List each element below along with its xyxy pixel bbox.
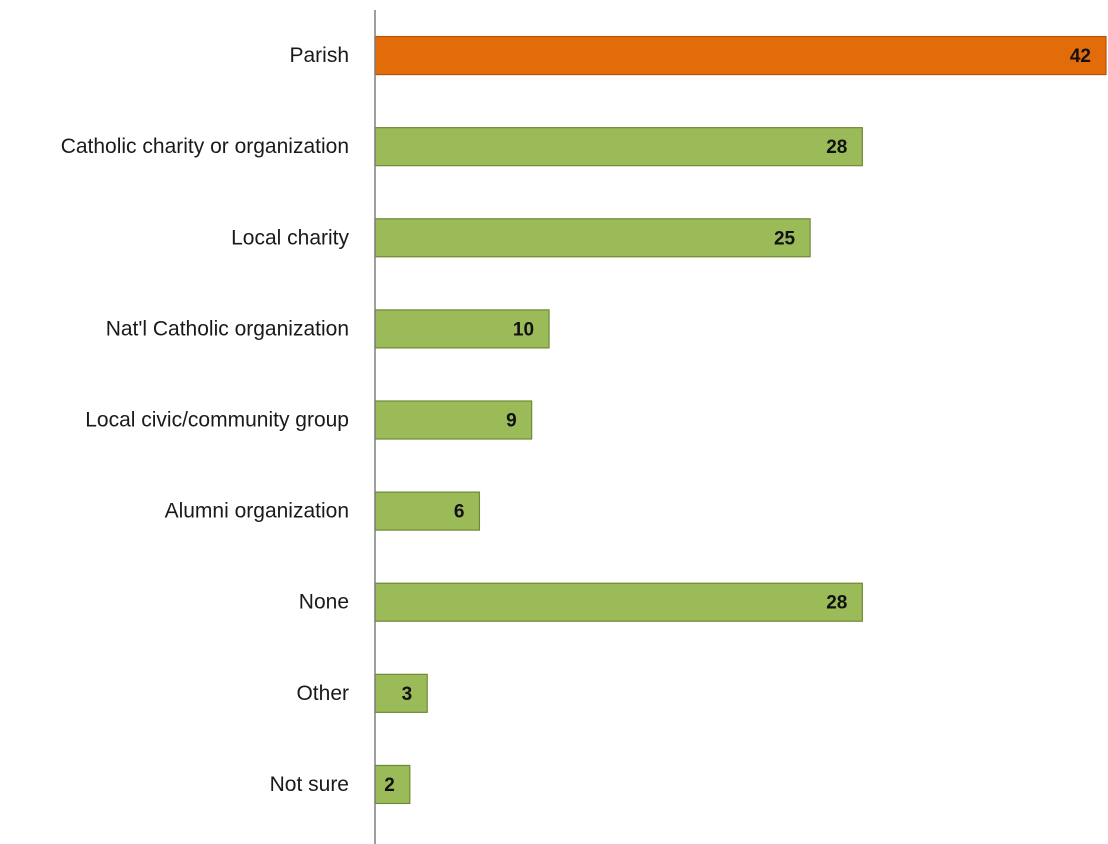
- category-labels: Parish Catholic charity or organization Lo…: [61, 44, 350, 796]
- category-label-not-sure: Not sure: [270, 773, 349, 796]
- category-label-local-civic-community-group: Local civic/community group: [85, 409, 349, 432]
- bar-local-charity: [374, 218, 811, 258]
- bar-not-sure: [374, 764, 411, 805]
- bars-layer: [374, 35, 1107, 805]
- category-label-other: Other: [296, 682, 349, 705]
- value-label-other: 3: [402, 684, 413, 705]
- category-label-none: None: [299, 591, 349, 614]
- value-label-parish: 42: [1070, 46, 1091, 67]
- bar-none: [374, 582, 863, 622]
- value-label-local-civic-community-group: 9: [506, 411, 517, 432]
- category-label-catholic-charity-or-organization: Catholic charity or organization: [61, 135, 349, 158]
- value-label-not-sure: 2: [384, 775, 395, 796]
- category-label-nat-l-catholic-organization: Nat'l Catholic organization: [106, 317, 349, 340]
- bar-local-civic-community-group: [374, 400, 533, 440]
- bar-other: [374, 673, 428, 713]
- value-label-alumni-organization: 6: [454, 502, 465, 523]
- bar-parish: [374, 35, 1107, 76]
- value-label-none: 28: [826, 593, 847, 614]
- value-labels: 42 28 25 10 9 6 28 3 2: [384, 46, 1091, 796]
- category-label-parish: Parish: [289, 44, 349, 67]
- value-label-local-charity: 25: [774, 228, 796, 249]
- value-label-nat-l-catholic-organization: 10: [513, 319, 534, 340]
- bar-alumni-organization: [374, 491, 481, 531]
- bar-catholic-charity-or-organization: [374, 127, 863, 167]
- category-label-local-charity: Local charity: [231, 226, 349, 249]
- category-label-alumni-organization: Alumni organization: [165, 500, 349, 523]
- value-label-catholic-charity-or-organization: 28: [826, 137, 847, 158]
- bar-nat-l-catholic-organization: [374, 309, 550, 349]
